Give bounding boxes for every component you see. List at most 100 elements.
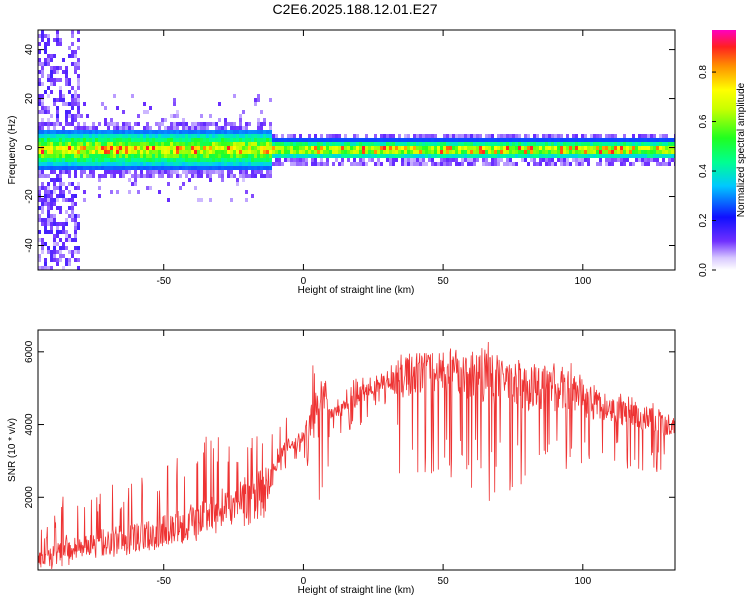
x-tick-label: 0 (301, 276, 307, 287)
heatmap-cell (608, 158, 611, 162)
heatmap-cell (281, 142, 284, 146)
heatmap-cell (548, 162, 551, 166)
heatmap-cell (641, 150, 644, 154)
heatmap-cell (68, 198, 71, 202)
heatmap-cell (56, 230, 59, 234)
heatmap-cell (557, 154, 560, 158)
heatmap-cell (389, 162, 392, 166)
heatmap-cell (164, 146, 167, 150)
heatmap-cell (338, 138, 341, 142)
heatmap-cell (86, 158, 89, 162)
heatmap-cell (533, 154, 536, 158)
heatmap-cell (188, 166, 191, 170)
heatmap-cell (494, 138, 497, 142)
heatmap-cell (545, 150, 548, 154)
heatmap-cell (74, 162, 77, 166)
heatmap-cell (62, 94, 65, 98)
heatmap-cell (47, 74, 50, 78)
heatmap-cell (299, 146, 302, 150)
heatmap-cell (65, 170, 68, 174)
heatmap-cell (323, 138, 326, 142)
heatmap-cell (386, 138, 389, 142)
heatmap-cell (83, 150, 86, 154)
heatmap-cell (47, 118, 50, 122)
heatmap-cell (119, 174, 122, 178)
heatmap-cell (653, 142, 656, 146)
heatmap-cell (413, 158, 416, 162)
heatmap-cell (86, 162, 89, 166)
heatmap-cell (41, 134, 44, 138)
heatmap-cell (638, 138, 641, 142)
heatmap-cell (230, 142, 233, 146)
heatmap-cell (551, 150, 554, 154)
heatmap-cell (299, 150, 302, 154)
heatmap-cell (254, 130, 257, 134)
heatmap-cell (254, 102, 257, 106)
heatmap-cell (587, 158, 590, 162)
heatmap-cell (341, 138, 344, 142)
heatmap-cell (239, 166, 242, 170)
heatmap-cell (464, 158, 467, 162)
heatmap-cell (638, 134, 641, 138)
heatmap-cell (362, 154, 365, 158)
heatmap-cell (533, 138, 536, 142)
heatmap-cell (89, 142, 92, 146)
heatmap-cell (413, 138, 416, 142)
heatmap-cell (530, 146, 533, 150)
heatmap-cell (446, 162, 449, 166)
heatmap-cell (230, 134, 233, 138)
heatmap-cell (536, 142, 539, 146)
heatmap-cell (89, 162, 92, 166)
heatmap-cell (98, 150, 101, 154)
heatmap-cell (212, 166, 215, 170)
heatmap-cell (56, 206, 59, 210)
heatmap-cell (41, 122, 44, 126)
heatmap-cell (461, 162, 464, 166)
heatmap-cell (665, 138, 668, 142)
heatmap-cell (566, 134, 569, 138)
heatmap-cell (134, 158, 137, 162)
heatmap-cell (443, 146, 446, 150)
heatmap-cell (650, 134, 653, 138)
heatmap-cell (53, 158, 56, 162)
heatmap-cell (269, 98, 272, 102)
heatmap-cell (242, 130, 245, 134)
heatmap-cell (320, 146, 323, 150)
heatmap-cell (167, 142, 170, 146)
heatmap-cell (50, 222, 53, 226)
heatmap-cell (662, 146, 665, 150)
heatmap-cell (404, 138, 407, 142)
heatmap-cell (200, 134, 203, 138)
heatmap-cell (197, 142, 200, 146)
heatmap-cell (668, 154, 671, 158)
heatmap-cell (233, 126, 236, 130)
heatmap-cell (407, 134, 410, 138)
heatmap-cell (65, 222, 68, 226)
heatmap-cell (92, 134, 95, 138)
heatmap-cell (362, 142, 365, 146)
heatmap-cell (50, 142, 53, 146)
heatmap-cell (326, 146, 329, 150)
heatmap-cell (56, 222, 59, 226)
heatmap-cell (110, 166, 113, 170)
heatmap-cell (152, 150, 155, 154)
heatmap-cell (53, 98, 56, 102)
heatmap-cell (131, 142, 134, 146)
heatmap-cell (245, 154, 248, 158)
heatmap-cell (158, 130, 161, 134)
heatmap-cell (209, 122, 212, 126)
heatmap-cell (224, 138, 227, 142)
heatmap-cell (191, 138, 194, 142)
heatmap-cell (164, 142, 167, 146)
heatmap-cell (41, 266, 44, 270)
heatmap-cell (554, 146, 557, 150)
heatmap-cell (416, 154, 419, 158)
heatmap-cell (152, 154, 155, 158)
heatmap-cell (71, 146, 74, 150)
heatmap-cell (122, 162, 125, 166)
heatmap-cell (467, 158, 470, 162)
heatmap-cell (50, 266, 53, 270)
heatmap-cell (356, 134, 359, 138)
heatmap-cell (344, 134, 347, 138)
heatmap-cell (143, 134, 146, 138)
